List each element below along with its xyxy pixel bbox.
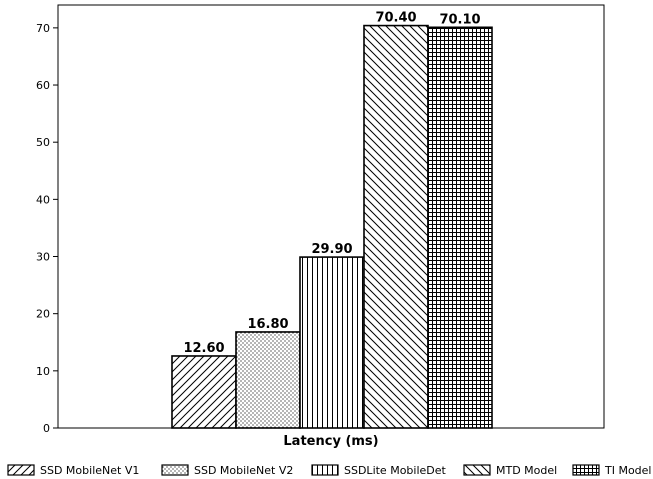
bar-mtd-model xyxy=(363,24,429,429)
y-tick-label: 10 xyxy=(36,365,50,378)
data-label: 12.60 xyxy=(183,341,224,356)
bar-ssdlite-mobiledet xyxy=(299,256,365,429)
y-tick-label: 70 xyxy=(36,22,50,35)
legend-label: SSD MobileNet V2 xyxy=(194,464,293,477)
y-tick-label: 30 xyxy=(36,251,50,264)
legend-label: SSD MobileNet V1 xyxy=(40,464,139,477)
legend-label: SSDLite MobileDet xyxy=(344,464,447,477)
legend: SSD MobileNet V1 SSD MobileNet V2 SSDLite … xyxy=(7,464,652,477)
legend-swatch xyxy=(7,464,35,476)
y-tick-label: 0 xyxy=(43,422,50,435)
plot-area-frame xyxy=(57,4,605,429)
data-labels-group: 12.60 16.80 29.90 70.40 70.10 xyxy=(183,11,480,356)
legend-label: MTD Model xyxy=(496,464,557,477)
y-tick-label: 20 xyxy=(36,308,50,321)
y-tick-label: 40 xyxy=(36,193,50,206)
bars-group xyxy=(171,24,493,429)
legend-swatch xyxy=(572,464,600,476)
x-axis-label: Latency (ms) xyxy=(283,434,378,449)
y-axis-ticks: 0 10 20 30 40 50 60 70 xyxy=(36,22,58,435)
bar-ssd-mobilenet-v2 xyxy=(235,331,301,429)
bar-ssd-mobilenet-v1 xyxy=(171,355,237,429)
legend-swatch xyxy=(463,464,491,476)
legend-swatch xyxy=(311,464,339,476)
y-tick-label: 50 xyxy=(36,136,50,149)
data-label: 29.90 xyxy=(311,242,352,257)
data-label: 70.40 xyxy=(375,11,416,26)
data-label: 70.10 xyxy=(439,12,480,27)
data-label: 16.80 xyxy=(247,317,288,332)
legend-swatch xyxy=(161,464,189,476)
bar-ti-model xyxy=(427,26,493,429)
legend-label: TI Model xyxy=(604,464,652,477)
y-tick-label: 60 xyxy=(36,79,50,92)
